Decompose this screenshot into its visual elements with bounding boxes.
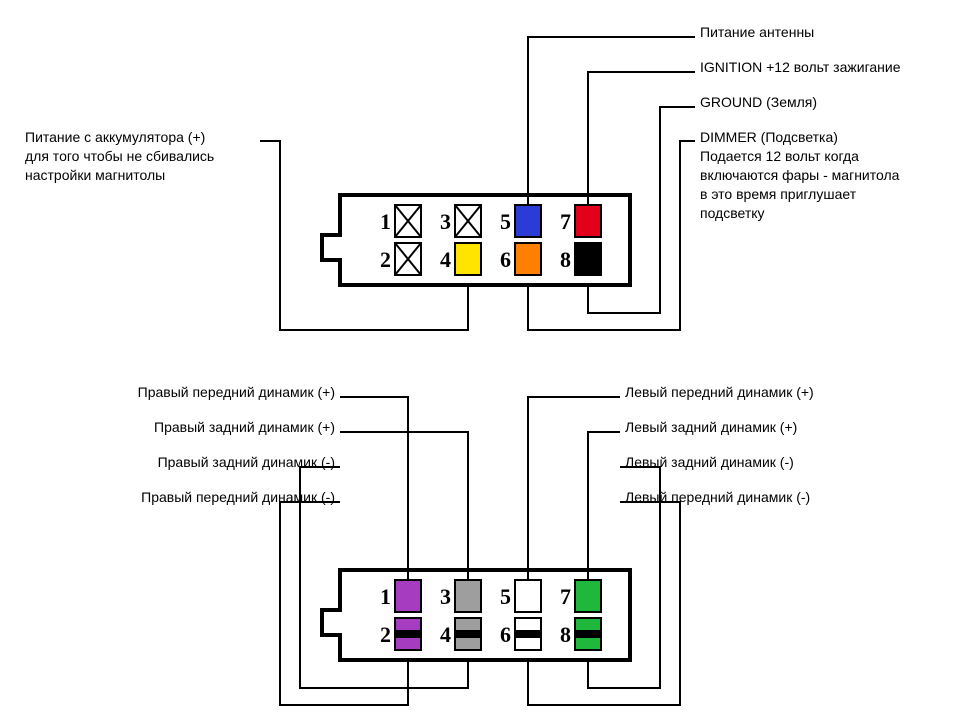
label-antenna-power: Питание антенны xyxy=(700,23,814,42)
label-dimmer: DIMMER (Подсветка) Подается 12 вольт ког… xyxy=(700,128,950,222)
label-ignition: IGNITION +12 вольт зажигание xyxy=(700,58,901,77)
svg-text:3: 3 xyxy=(440,584,451,609)
svg-text:4: 4 xyxy=(440,622,451,647)
svg-text:5: 5 xyxy=(500,584,511,609)
label-battery-power: Питание с аккумулятора (+) для того чтоб… xyxy=(25,128,265,185)
svg-text:8: 8 xyxy=(560,622,571,647)
svg-text:3: 3 xyxy=(440,209,451,234)
svg-text:1: 1 xyxy=(380,584,391,609)
svg-text:1: 1 xyxy=(380,209,391,234)
svg-text:8: 8 xyxy=(560,247,571,272)
label-left-front-neg: Левый передний динамик (-) xyxy=(625,488,810,507)
svg-text:6: 6 xyxy=(500,622,511,647)
svg-text:7: 7 xyxy=(560,209,571,234)
svg-text:2: 2 xyxy=(380,622,391,647)
label-right-rear-neg: Правый задний динамик (-) xyxy=(158,453,335,472)
svg-text:7: 7 xyxy=(560,584,571,609)
label-left-rear-pos: Левый задний динамик (+) xyxy=(625,418,797,437)
svg-text:5: 5 xyxy=(500,209,511,234)
label-ground: GROUND (Земля) xyxy=(700,93,817,112)
svg-text:6: 6 xyxy=(500,247,511,272)
label-left-front-pos: Левый передний динамик (+) xyxy=(625,383,814,402)
label-right-front-neg: Правый передний динамик (-) xyxy=(141,488,335,507)
label-right-front-pos: Правый передний динамик (+) xyxy=(138,383,335,402)
label-right-rear-pos: Правый задний динамик (+) xyxy=(154,418,335,437)
svg-text:4: 4 xyxy=(440,247,451,272)
svg-text:2: 2 xyxy=(380,247,391,272)
label-left-rear-neg: Левый задний динамик (-) xyxy=(625,453,794,472)
